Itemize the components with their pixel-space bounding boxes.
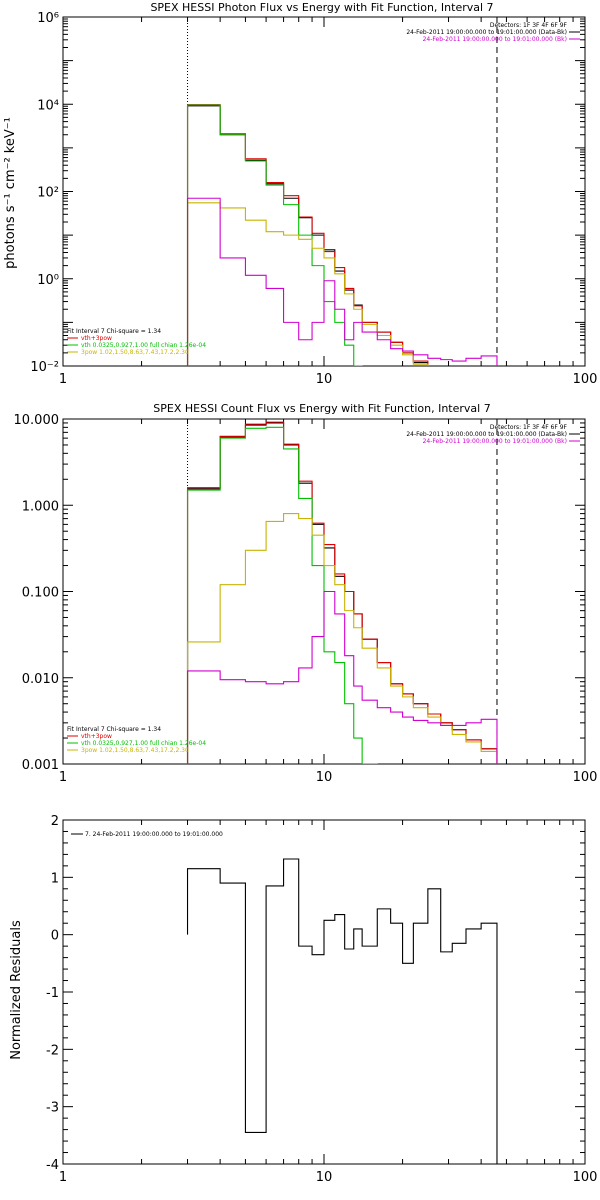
plot-frame [62,819,586,1165]
data-lines [186,421,498,764]
series-3pow [186,513,498,764]
y-tick-label: 10² [37,186,59,201]
legend-bottom-left-entry: 3pow 1.02,1.50,8.63,7.43,17.2,2.30 [81,349,189,356]
x-tick-label: 10 [316,372,333,387]
y-tick-label: 1.000 [22,499,59,514]
y-tick-label: 10⁰ [37,273,59,288]
data-lines [186,104,498,366]
legend-bottom-left-entry: 3pow 1.02,1.50,8.63,7.43,17.2,2.30 [81,747,189,754]
legend-bottom-left-entry: Fit Interval 7 Chi-square = 1.34 [67,328,161,335]
series-vth-3pow [186,104,429,366]
legend-bottom-left-entry: vth+3pow [81,335,112,342]
y-tick-label: 10⁴ [37,98,59,113]
series-data-bk [186,422,498,764]
legend-top-right-entry: 24-Feb-2011 19:00:00.000 to 19:01:00.000… [406,29,567,36]
x-tick-label: 10 [316,770,333,785]
photon-flux-title: SPEX HESSI Photon Flux vs Energy with Fi… [150,1,493,14]
series-vth [186,426,378,764]
y-tick-label: 2 [51,814,59,829]
legend-top-left-entry: 7. 24-Feb-2011 19:00:00.000 to 19:01:00.… [85,831,223,838]
legend-top-right-entry: 24-Feb-2011 19:00:00.000 to 19:01:00.000… [406,431,567,438]
legend-bottom-left-entry: vth 0.0325,0.927,1.00 full chian 1.26e-0… [81,342,206,349]
data-lines [186,858,498,1164]
count-flux-title: SPEX HESSI Count Flux vs Energy with Fit… [153,402,490,415]
y-tick-label: -3 [46,1101,59,1116]
count-flux-panel: SPEX HESSI Count Flux vs Energy with Fit… [14,402,598,785]
series-3pow [186,202,429,366]
series-data-bk [186,105,429,366]
series-vth-3pow [186,421,498,764]
series-vth [186,104,363,366]
y-tick-label: 10.000 [14,413,60,428]
y-tick-label: -1 [46,986,59,1001]
legend-bottom-left-entry: vth+3pow [81,733,112,740]
legend-bottom-left-entry: vth 0.0325,0.927,1.00 full chian 1.26e-0… [81,740,206,747]
x-tick-label: 100 [573,1170,598,1185]
y-tick-label: 0 [51,929,59,944]
series-bk [186,590,498,764]
legend-top-right-entry: Detectors: 1F 3F 4F 6F 9F [490,424,568,431]
x-tick-label: 1 [59,372,67,387]
x-tick-label: 10 [316,1170,333,1185]
x-tick-label: 100 [573,372,598,387]
y-tick-label: 10⁻² [30,360,59,375]
residuals-panel: Normalized Residuals 1 10 100 -4 -3 -2 -1 0 1 2 7.… [9,814,597,1185]
legend-top-right-entry: Detectors: 1F 3F 4F 6F 9F [490,22,568,29]
y-tick-label: -2 [46,1043,59,1058]
legend-top-right-entry: 24-Feb-2011 19:00:00.000 to 19:01:00.000… [423,438,567,445]
residuals-ylabel: Normalized Residuals [9,920,24,1060]
x-tick-label: 1 [59,770,67,785]
y-tick-label: 10⁶ [37,11,59,26]
series-bk [186,197,498,366]
y-tick-label: -4 [46,1158,59,1173]
photon-flux-ylabel: photons s⁻¹ cm⁻² keV⁻¹ [3,117,18,269]
series-residuals [186,858,498,1164]
legend-bottom-left-entry: Fit Interval 7 Chi-square = 1.34 [67,726,161,733]
y-tick-label: 0.010 [22,672,59,687]
photon-flux-panel: SPEX HESSI Photon Flux vs Energy with Fi… [3,1,597,387]
x-tick-label: 1 [59,1170,67,1185]
y-tick-label: 0.001 [22,758,59,773]
legend-top-right-entry: 24-Feb-2011 19:00:00.000 to 19:01:00.000… [423,36,567,43]
x-tick-label: 100 [573,770,598,785]
y-tick-label: 0.100 [22,586,59,601]
y-tick-label: 1 [51,871,59,886]
